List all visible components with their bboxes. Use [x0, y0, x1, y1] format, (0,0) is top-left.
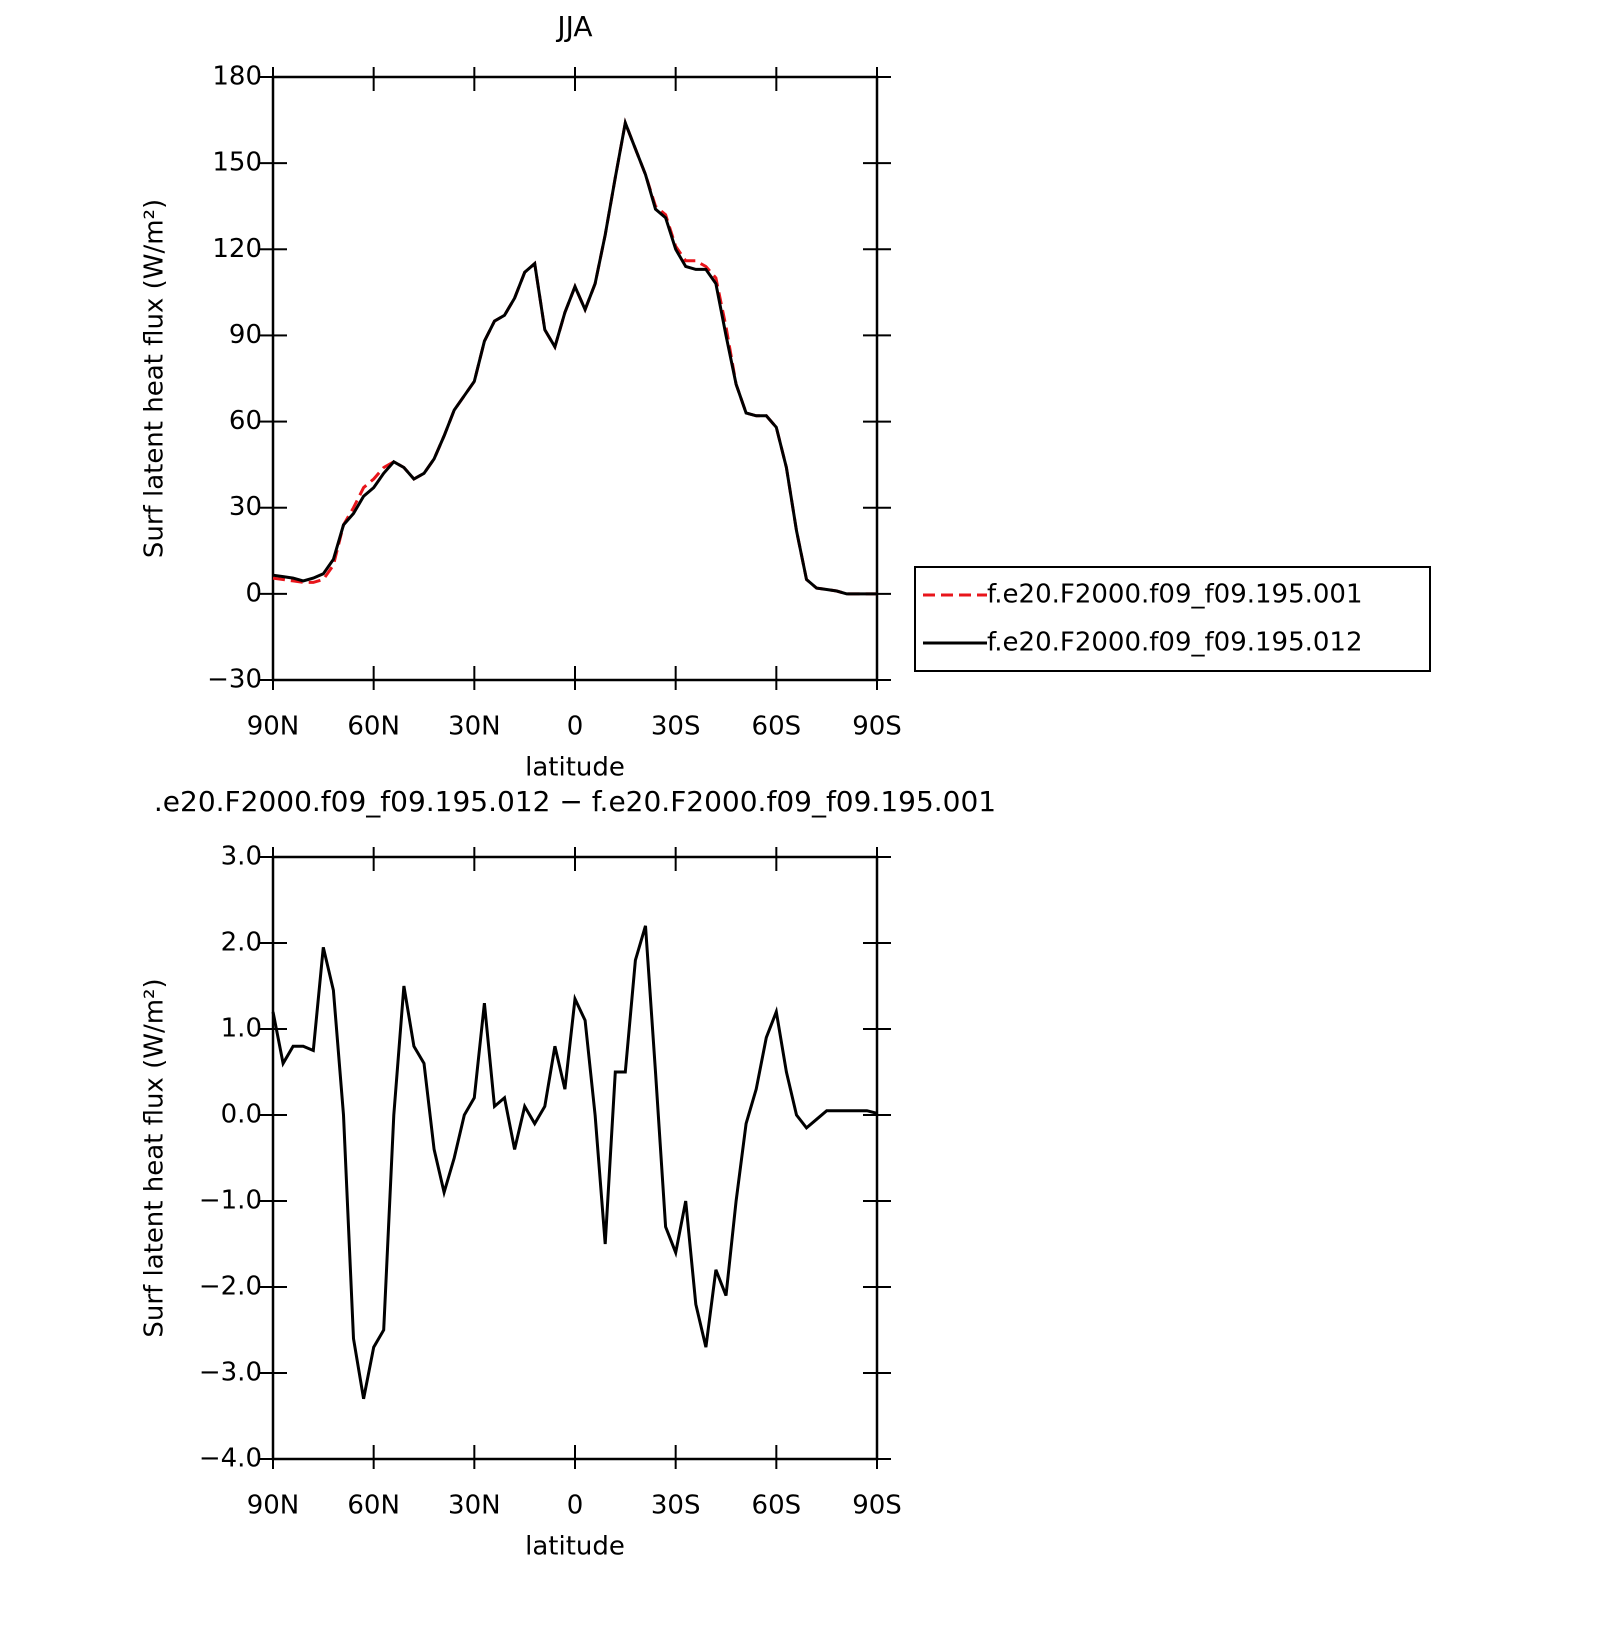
- y-axis-label: Surf latent heat flux (W/m²): [140, 978, 170, 1337]
- x-tick-label: 60S: [752, 1491, 802, 1521]
- legend-label: f.e20.F2000.f09_f09.195.001: [987, 580, 1363, 610]
- x-tick-label: 0: [567, 712, 584, 742]
- y-tick-label: 120: [212, 234, 262, 264]
- chart-title: JJA: [555, 10, 592, 43]
- y-tick-label: 0.0: [221, 1100, 262, 1130]
- x-axis-label: latitude: [525, 1532, 625, 1562]
- x-tick-label: 90S: [852, 1491, 902, 1521]
- data-line: [272, 117, 877, 596]
- x-tick-label: 30N: [448, 712, 501, 742]
- y-tick-label: 150: [212, 148, 262, 178]
- x-tick-label: 90N: [247, 712, 300, 742]
- y-tick-label: −1.0: [199, 1186, 262, 1216]
- data-line: [271, 925, 878, 1400]
- x-tick-label: 90S: [852, 712, 902, 742]
- x-tick-label: 30S: [651, 1491, 701, 1521]
- plot-frame: [271, 75, 879, 682]
- data-line: [272, 117, 877, 596]
- y-tick-label: 3.0: [221, 842, 262, 872]
- y-tick-label: −2.0: [199, 1272, 262, 1302]
- chart-title: .e20.F2000.f09_f09.195.012 − f.e20.F2000…: [154, 785, 996, 818]
- y-tick-label: 60: [229, 406, 262, 436]
- y-tick-label: −3.0: [199, 1358, 262, 1388]
- y-tick-label: 2.0: [221, 928, 262, 958]
- y-tick-label: 30: [229, 492, 262, 522]
- x-axis-label: latitude: [525, 753, 625, 783]
- legend-label: f.e20.F2000.f09_f09.195.012: [987, 628, 1363, 658]
- legend-box: [914, 566, 1431, 672]
- x-tick-label: 30N: [448, 1491, 501, 1521]
- y-tick-label: 1.0: [221, 1014, 262, 1044]
- x-tick-label: 60S: [752, 712, 802, 742]
- x-tick-label: 90N: [247, 1491, 300, 1521]
- y-axis-label: Surf latent heat flux (W/m²): [140, 199, 170, 558]
- y-tick-label: −4.0: [199, 1444, 262, 1474]
- y-tick-label: 0: [245, 578, 262, 608]
- y-tick-label: −30: [207, 665, 262, 695]
- x-tick-label: 60N: [347, 1491, 400, 1521]
- x-tick-label: 60N: [347, 712, 400, 742]
- y-tick-label: 90: [229, 320, 262, 350]
- x-tick-label: 0: [567, 1491, 584, 1521]
- y-tick-label: 180: [212, 62, 262, 92]
- x-tick-label: 30S: [651, 712, 701, 742]
- plot-frame: [271, 855, 879, 1461]
